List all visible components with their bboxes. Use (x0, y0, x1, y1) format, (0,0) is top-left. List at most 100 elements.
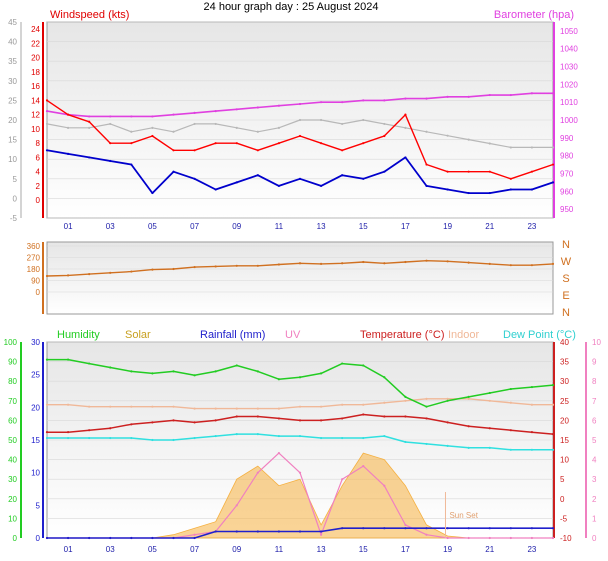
series-temperature-point (298, 419, 302, 422)
series-indoor-point (446, 397, 449, 400)
series-dewpoint-point (193, 436, 196, 440)
compass-label: E (562, 290, 569, 302)
series-wind-direction-point (172, 267, 175, 271)
series-rainfall-point (88, 536, 91, 540)
series-indoor-point (530, 403, 534, 406)
series-wind-gust-point (341, 149, 344, 152)
series-wind-gust-point (446, 170, 449, 173)
series-temperature-point (277, 417, 281, 420)
series-temperature-point (319, 419, 323, 422)
series-humidity-point (319, 372, 323, 375)
series-rainfall-point (404, 527, 407, 530)
wind-red-tick: 4 (36, 168, 41, 177)
direction-panel (46, 241, 554, 315)
series-uv-point (277, 451, 281, 455)
series-wind-direction-point (530, 264, 534, 267)
series-wind-average-point (446, 188, 449, 191)
series-wind-direction-point (109, 271, 112, 274)
series-humidity-point (530, 385, 534, 389)
series-barometer-point (88, 115, 91, 118)
baro-tick: 1040 (560, 45, 578, 54)
series-rainfall-point (214, 530, 217, 533)
series-uv-point (319, 533, 323, 536)
series-wind-direction-point (467, 261, 470, 264)
wind-gray-tick: 20 (8, 116, 17, 125)
series-uv-point (425, 533, 428, 536)
series-uv-point (256, 471, 259, 474)
uv-tick: 2 (592, 495, 597, 504)
series-rainfall-point (66, 536, 70, 540)
series-indoor-point (109, 405, 112, 408)
series-indoor-point (172, 405, 175, 408)
series-rainfall-point (446, 527, 449, 530)
label-rainfall: Rainfall (mm) (200, 329, 265, 341)
series-wind-average-point (214, 188, 217, 191)
x-tick-label: 15 (359, 545, 368, 554)
series-barometer-point (509, 93, 512, 97)
series-rainfall-point (509, 527, 512, 530)
x-tick-label: 11 (275, 545, 284, 554)
series-uv-point (298, 471, 302, 474)
baro-tick: 950 (560, 205, 574, 214)
rain-tick: 5 (36, 501, 41, 510)
x-tick-label: 13 (317, 222, 326, 231)
series-uv-point (341, 478, 344, 481)
x-tick-label: 09 (232, 222, 241, 231)
series-humidity-point (341, 362, 344, 365)
series-wind-average-point (383, 170, 386, 173)
baro-tick: 1050 (560, 27, 578, 36)
series-wind-gust-point (256, 149, 259, 152)
series-temperature-point (446, 421, 449, 424)
humidity-tick: 0 (13, 534, 18, 543)
series-dewpoint-point (319, 436, 323, 440)
baro-tick: 1030 (560, 63, 578, 72)
series-humidity-point (404, 395, 407, 398)
direction-tick: 90 (31, 277, 40, 286)
temperature-tick: 0 (560, 495, 565, 504)
series-wind-direction-point (214, 265, 217, 268)
series-barometer-point (319, 101, 323, 104)
series-humidity-point (109, 366, 112, 369)
series-wind-gust-point (298, 134, 302, 138)
series-gray-line-point (319, 118, 323, 122)
series-gray-line-point (488, 142, 491, 145)
series-dewpoint-point (214, 434, 217, 438)
series-barometer-point (45, 109, 49, 113)
baro-tick: 1020 (560, 80, 578, 89)
series-indoor-point (319, 405, 323, 408)
series-barometer-point (425, 97, 428, 100)
series-indoor-point (362, 403, 365, 406)
x-tick-label: 01 (64, 545, 73, 554)
series-temperature-point (341, 417, 344, 420)
series-wind-direction-point (383, 262, 386, 265)
series-gray-line-point (551, 146, 555, 149)
rain-tick: 0 (36, 534, 41, 543)
series-dewpoint-point (256, 433, 259, 436)
series-gray-line-point (383, 122, 386, 126)
baro-tick: 970 (560, 169, 574, 178)
series-gray-line-point (341, 122, 344, 126)
x-tick-label: 03 (106, 545, 115, 554)
series-dewpoint-point (551, 448, 555, 451)
series-indoor-point (383, 401, 386, 404)
series-wind-gust-point (467, 170, 470, 173)
compass-label: N (562, 239, 570, 251)
series-barometer-point (530, 92, 534, 95)
x-tick-label: 09 (232, 545, 241, 554)
series-indoor-point (488, 399, 491, 402)
x-tick-label: 15 (359, 222, 368, 231)
series-wind-direction-point (256, 264, 259, 267)
series-gray-line-point (130, 130, 133, 133)
series-dewpoint-point (341, 436, 344, 440)
series-barometer-point (446, 95, 449, 98)
series-wind-average-point (88, 156, 91, 159)
wind-gray-tick: 15 (8, 136, 17, 145)
wind-red-tick: 16 (31, 82, 40, 91)
series-gray-line-point (277, 126, 281, 129)
uv-tick: 9 (592, 358, 597, 367)
series-indoor-point (298, 405, 302, 408)
x-tick-label: 21 (485, 545, 494, 554)
series-wind-gust-point (193, 149, 196, 152)
series-wind-average-point (319, 184, 323, 188)
